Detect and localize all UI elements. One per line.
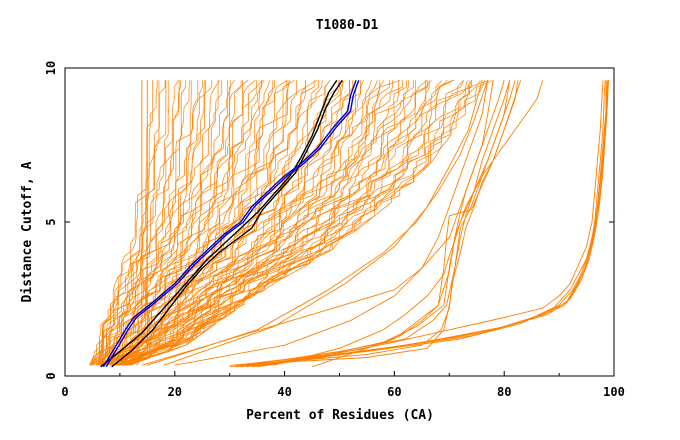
x-tick-label: 100 xyxy=(603,385,625,399)
x-tick-label: 40 xyxy=(277,385,291,399)
bulk-series-line xyxy=(127,79,489,366)
series-line xyxy=(174,80,489,366)
bulk-series-line xyxy=(101,80,288,366)
series-line xyxy=(246,80,511,366)
highlight-series-group xyxy=(100,79,609,368)
bulk-series-line xyxy=(102,80,205,366)
bulk-series-line xyxy=(96,80,262,366)
highlight-series-line xyxy=(100,79,338,368)
bulk-series-group xyxy=(89,79,494,366)
bulk-series-line xyxy=(130,80,472,366)
bulk-series-line xyxy=(99,80,291,366)
bulk-series-line xyxy=(91,80,199,366)
series-line xyxy=(119,80,143,366)
bulk-series-line xyxy=(123,80,378,366)
bulk-series-line xyxy=(117,80,340,366)
series-line xyxy=(273,80,516,366)
bulk-series-line xyxy=(112,80,385,366)
bulk-series-line xyxy=(128,79,494,366)
x-tick-label: 80 xyxy=(497,385,511,399)
bulk-series-line xyxy=(98,80,235,366)
bulk-series-line xyxy=(98,80,219,366)
bulk-series-line xyxy=(114,80,416,366)
highlight-series-line xyxy=(105,80,360,368)
series-line xyxy=(163,80,483,366)
bulk-series-line xyxy=(96,80,181,366)
highlight-series-line xyxy=(111,79,343,368)
chart-title: T1080-D1 xyxy=(316,18,379,33)
bulk-series-line xyxy=(103,80,213,366)
bulk-series-line xyxy=(109,80,354,366)
series-line xyxy=(246,80,608,368)
bulk-series-line xyxy=(121,79,401,366)
bulk-series-line xyxy=(121,80,407,366)
bulk-series-line xyxy=(95,80,180,366)
bulk-series-line xyxy=(105,80,298,366)
bulk-series-line xyxy=(129,80,427,366)
bulk-series-line xyxy=(92,80,191,366)
bulk-series-line xyxy=(100,80,170,366)
series-line xyxy=(136,80,148,366)
bulk-series-line xyxy=(93,80,206,366)
x-tick-label: 60 xyxy=(387,385,401,399)
bulk-series-line xyxy=(130,80,486,366)
bulk-series-line xyxy=(125,80,448,366)
x-tick-label: 0 xyxy=(61,385,68,399)
y-tick-label: 0 xyxy=(44,372,58,379)
series-line xyxy=(240,80,607,368)
highlight-series-line xyxy=(102,80,357,368)
bulk-series-line xyxy=(97,80,223,366)
series-line xyxy=(257,80,609,368)
y-axis-label: Distance Cutoff, A xyxy=(20,161,35,302)
bulk-series-line xyxy=(130,80,473,366)
x-axis-label: Percent of Residues (CA) xyxy=(246,408,434,423)
bulk-series-line xyxy=(114,80,331,366)
y-tick-label: 5 xyxy=(44,218,58,225)
bulk-series-line xyxy=(126,80,471,366)
axes: 0 20 40 60 80 100 0 5 10 xyxy=(44,61,625,399)
bulk-series-line xyxy=(116,80,432,366)
bulk-series-line xyxy=(125,80,393,366)
series-line xyxy=(147,80,489,366)
bulk-series-line xyxy=(115,79,295,366)
series-line xyxy=(141,80,494,366)
x-tick-label: 20 xyxy=(168,385,182,399)
bulk-series-line xyxy=(122,80,429,366)
bulk-series-line xyxy=(130,80,481,366)
y-tick-label: 10 xyxy=(44,61,58,75)
series-line xyxy=(229,80,604,368)
series-line xyxy=(311,80,544,368)
bulk-series-line xyxy=(110,80,331,366)
bulk-series-line xyxy=(126,79,453,366)
bulk-series-line xyxy=(118,80,399,366)
bulk-series-line xyxy=(89,80,203,366)
bulk-series-line xyxy=(119,80,415,366)
